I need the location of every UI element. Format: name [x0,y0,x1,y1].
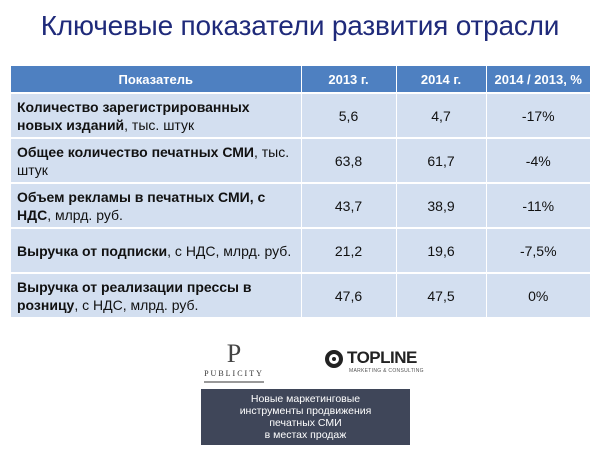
table-row: Общее количество печатных СМИ, тыс. штук… [11,137,590,183]
publicity-logo-text: PUBLICITY [204,369,264,378]
table-row: Выручка от подписки, с НДС, млрд. руб. 2… [11,227,590,273]
banner-line: Новые маркетинговые [250,393,361,405]
column-header-2014: 2014 г. [396,66,487,93]
row-label-unit: , млрд. руб. [47,206,123,223]
cell-change: -17% [486,92,590,138]
row-label-unit: , тыс. штук [17,143,290,178]
page-title: Ключевые показатели развития отрасли [40,10,560,41]
cell-2013: 47,6 [301,272,397,317]
topline-circle-icon [325,350,343,368]
cell-change: -11% [486,182,590,228]
cell-2014: 19,6 [396,227,487,273]
table-row: Объем рекламы в печатных СМИ, с НДС, млр… [11,182,590,228]
cell-2014: 47,5 [396,272,487,317]
cell-change: -4% [486,137,590,183]
cell-2013: 43,7 [301,182,397,228]
row-label-unit: , тыс. штук [124,116,195,133]
cell-2013: 21,2 [301,227,397,273]
row-label-bold: Количество зарегистрированных новых изда… [17,98,250,133]
column-header-change: 2014 / 2013, % [486,66,590,93]
column-header-2013: 2013 г. [301,66,397,93]
row-label: Выручка от реализации прессы в розницу, … [11,272,302,317]
row-label-bold: Общее количество печатных СМИ [17,143,254,160]
key-indicators-table: Показатель 2013 г. 2014 г. 2014 / 2013, … [11,66,590,317]
row-label: Количество зарегистрированных новых изда… [11,92,302,138]
row-label: Выручка от подписки, с НДС, млрд. руб. [11,227,302,273]
row-label: Общее количество печатных СМИ, тыс. штук [11,137,302,183]
publicity-logo: P PUBLICITY [199,339,269,385]
cover-banner: Новые маркетинговые инструменты продвиже… [201,389,410,445]
banner-line: инструменты продвижения [239,405,372,417]
publicity-logo-mark: P [226,339,242,368]
topline-logo-subtitle: MARKETING & CONSULTING [349,368,424,374]
cell-2014: 61,7 [396,137,487,183]
cell-change: 0% [486,272,590,317]
banner-line: печатных СМИ [269,417,342,429]
cell-2013: 5,6 [301,92,397,138]
row-label-unit: , с НДС, млрд. руб. [74,296,199,313]
banner-line: в местах продаж [264,429,347,441]
cell-change: -7,5% [486,227,590,273]
row-label-bold: Объем рекламы в печатных СМИ, с НДС [17,188,266,223]
row-label-bold: Выручка от подписки [17,242,168,259]
cell-2014: 4,7 [396,92,487,138]
table-row: Количество зарегистрированных новых изда… [11,92,590,138]
row-label-bold: Выручка от реализации прессы в розницу [17,278,252,313]
topline-logo: TOPLINE MARKETING & CONSULTING [325,348,424,378]
publicity-logo-underline [204,381,264,383]
row-label: Объем рекламы в печатных СМИ, с НДС, млр… [11,182,302,228]
row-label-unit: , с НДС, млрд. руб. [167,242,292,259]
table-row: Выручка от реализации прессы в розницу, … [11,272,590,317]
topline-logo-text: TOPLINE [347,348,417,367]
cell-2014: 38,9 [396,182,487,228]
cell-2013: 63,8 [301,137,397,183]
table-header-row: Показатель 2013 г. 2014 г. 2014 / 2013, … [11,66,590,93]
column-header-indicator: Показатель [11,66,302,93]
